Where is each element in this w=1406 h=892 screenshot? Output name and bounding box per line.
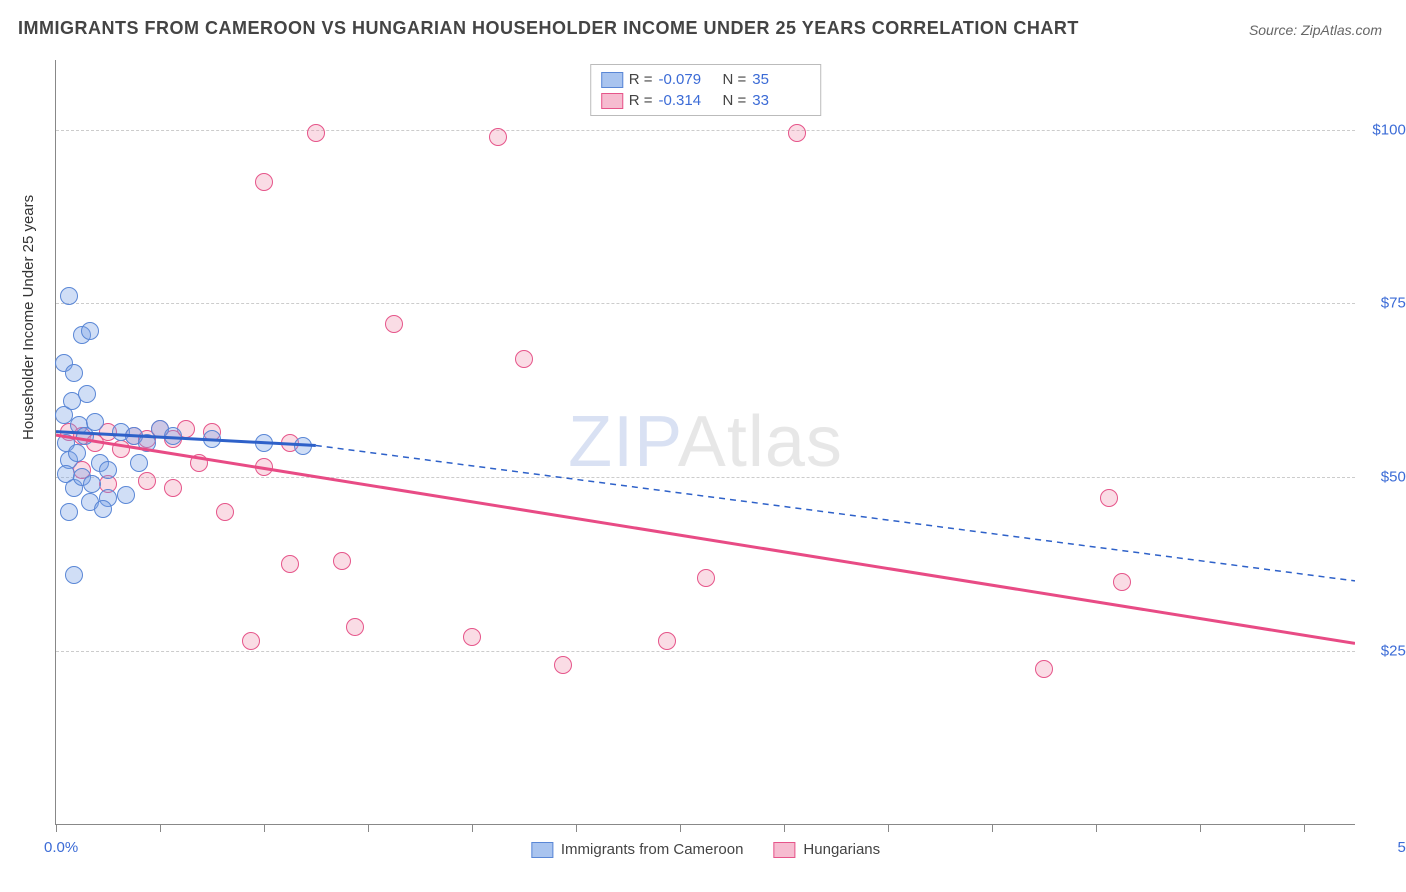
- data-point-cameroon: [164, 427, 182, 445]
- data-point-cameroon: [86, 413, 104, 431]
- data-point-hungarians: [1035, 660, 1053, 678]
- data-point-hungarians: [658, 632, 676, 650]
- data-point-cameroon: [60, 503, 78, 521]
- data-point-cameroon: [294, 437, 312, 455]
- data-point-hungarians: [138, 472, 156, 490]
- data-point-hungarians: [385, 315, 403, 333]
- data-point-hungarians: [788, 124, 806, 142]
- x-tick: [472, 824, 473, 832]
- legend-swatch-hungarians: [601, 93, 623, 109]
- source-prefix: Source:: [1249, 22, 1301, 38]
- y-tick-label: $50,000: [1360, 469, 1406, 486]
- data-point-hungarians: [112, 440, 130, 458]
- x-tick: [992, 824, 993, 832]
- x-tick: [576, 824, 577, 832]
- y-tick-label: $75,000: [1360, 295, 1406, 312]
- x-tick: [160, 824, 161, 832]
- data-point-hungarians: [554, 656, 572, 674]
- data-point-cameroon: [68, 444, 86, 462]
- r-value-hungarians: -0.314: [659, 92, 717, 109]
- x-tick: [264, 824, 265, 832]
- legend-item-hungarians: Hungarians: [773, 841, 880, 858]
- data-point-hungarians: [190, 454, 208, 472]
- data-point-hungarians: [281, 555, 299, 573]
- data-point-cameroon: [130, 454, 148, 472]
- r-label: R =: [629, 71, 653, 88]
- x-tick: [1096, 824, 1097, 832]
- y-tick-label: $25,000: [1360, 643, 1406, 660]
- x-tick: [1304, 824, 1305, 832]
- gridline-h: [56, 651, 1355, 652]
- data-point-hungarians: [697, 569, 715, 587]
- gridline-h: [56, 477, 1355, 478]
- data-point-hungarians: [1113, 573, 1131, 591]
- n-label: N =: [723, 92, 747, 109]
- data-point-hungarians: [307, 124, 325, 142]
- data-point-cameroon: [78, 385, 96, 403]
- r-value-cameroon: -0.079: [659, 71, 717, 88]
- data-point-hungarians: [164, 479, 182, 497]
- data-point-hungarians: [216, 503, 234, 521]
- n-value-hungarians: 33: [752, 92, 810, 109]
- legend-row-hungarians: R = -0.314 N = 33: [601, 90, 811, 111]
- data-point-cameroon: [65, 364, 83, 382]
- x-tick: [1200, 824, 1201, 832]
- legend-swatch-cameroon: [531, 842, 553, 858]
- watermark-atlas: Atlas: [678, 402, 843, 482]
- data-point-hungarians: [333, 552, 351, 570]
- x-tick: [56, 824, 57, 832]
- x-tick: [888, 824, 889, 832]
- data-point-hungarians: [242, 632, 260, 650]
- n-label: N =: [723, 71, 747, 88]
- data-point-hungarians: [346, 618, 364, 636]
- data-point-cameroon: [138, 434, 156, 452]
- x-tick: [368, 824, 369, 832]
- data-point-cameroon: [117, 486, 135, 504]
- data-point-hungarians: [255, 458, 273, 476]
- data-point-cameroon: [94, 500, 112, 518]
- data-point-cameroon: [81, 322, 99, 340]
- x-tick: [680, 824, 681, 832]
- trend-lines-svg: [56, 60, 1355, 824]
- gridline-h: [56, 303, 1355, 304]
- watermark: ZIPAtlas: [568, 401, 843, 483]
- legend-swatch-hungarians: [773, 842, 795, 858]
- legend-item-cameroon: Immigrants from Cameroon: [531, 841, 744, 858]
- y-axis-label: Householder Income Under 25 years: [20, 195, 37, 440]
- watermark-zip: ZIP: [568, 402, 678, 482]
- data-point-cameroon: [60, 287, 78, 305]
- series-legend: Immigrants from Cameroon Hungarians: [531, 841, 880, 858]
- data-point-hungarians: [1100, 489, 1118, 507]
- data-point-hungarians: [515, 350, 533, 368]
- legend-row-cameroon: R = -0.079 N = 35: [601, 69, 811, 90]
- gridline-h: [56, 130, 1355, 131]
- data-point-cameroon: [203, 430, 221, 448]
- data-point-hungarians: [489, 128, 507, 146]
- source-attribution: Source: ZipAtlas.com: [1249, 22, 1382, 38]
- x-tick: [784, 824, 785, 832]
- legend-label-cameroon: Immigrants from Cameroon: [561, 841, 744, 858]
- data-point-cameroon: [255, 434, 273, 452]
- data-point-cameroon: [99, 461, 117, 479]
- legend-swatch-cameroon: [601, 72, 623, 88]
- data-point-hungarians: [255, 173, 273, 191]
- x-axis-max-label: 50.0%: [1397, 839, 1406, 856]
- source-name: ZipAtlas.com: [1301, 22, 1382, 38]
- chart-title: IMMIGRANTS FROM CAMEROON VS HUNGARIAN HO…: [18, 18, 1079, 39]
- data-point-hungarians: [463, 628, 481, 646]
- legend-label-hungarians: Hungarians: [803, 841, 880, 858]
- y-tick-label: $100,000: [1360, 121, 1406, 138]
- data-point-cameroon: [83, 475, 101, 493]
- correlation-legend: R = -0.079 N = 35 R = -0.314 N = 33: [590, 64, 822, 116]
- data-point-cameroon: [65, 566, 83, 584]
- scatter-plot-area: ZIPAtlas R = -0.079 N = 35 R = -0.314 N …: [55, 60, 1355, 825]
- x-axis-min-label: 0.0%: [44, 839, 78, 856]
- n-value-cameroon: 35: [752, 71, 810, 88]
- r-label: R =: [629, 92, 653, 109]
